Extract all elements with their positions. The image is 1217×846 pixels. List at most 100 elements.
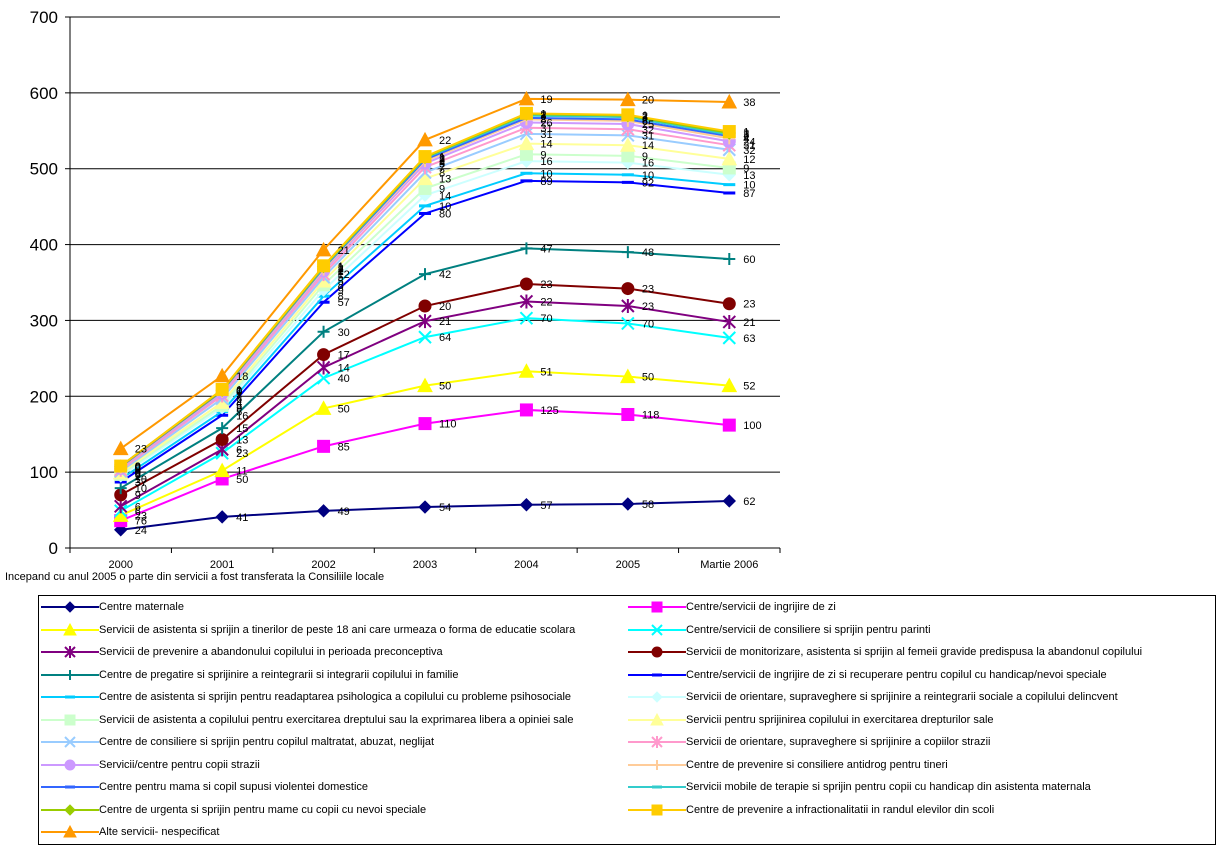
data-label: 2 bbox=[439, 155, 445, 167]
data-label: 1 bbox=[338, 262, 344, 274]
data-label: 26 bbox=[540, 117, 552, 129]
data-label: 8 bbox=[540, 114, 546, 126]
data-point bbox=[417, 377, 433, 393]
legend-entry: Centre pentru mama si copil supusi viole… bbox=[41, 779, 368, 795]
data-label: 60 bbox=[743, 254, 755, 266]
data-label: 23 bbox=[135, 510, 147, 522]
data-point bbox=[520, 179, 533, 183]
data-point bbox=[721, 377, 738, 393]
data-point bbox=[114, 459, 128, 473]
y-tick-label: 300 bbox=[30, 311, 58, 330]
data-point bbox=[519, 311, 534, 325]
data-label: 3 bbox=[743, 130, 749, 142]
data-label: 24 bbox=[743, 136, 755, 148]
legend-swatch bbox=[41, 759, 99, 770]
series-0 bbox=[114, 494, 736, 537]
legend-swatch bbox=[628, 785, 686, 789]
data-label: 54 bbox=[439, 502, 451, 514]
y-tick-label: 700 bbox=[30, 8, 58, 27]
data-point bbox=[418, 500, 432, 514]
x-tick-label: 2002 bbox=[311, 559, 335, 571]
data-label: 6 bbox=[236, 394, 242, 406]
data-point bbox=[215, 510, 229, 524]
data-point bbox=[216, 413, 229, 417]
data-label: 2 bbox=[338, 263, 344, 275]
data-point bbox=[651, 736, 663, 748]
data-point bbox=[418, 150, 432, 164]
data-label: 85 bbox=[338, 441, 350, 453]
data-label: 8 bbox=[338, 291, 344, 303]
data-label: 6 bbox=[642, 116, 648, 128]
legend-entry: Centre/servicii de ingrijire de zi si re… bbox=[628, 667, 1107, 683]
y-tick-label: 100 bbox=[30, 463, 58, 482]
data-point bbox=[64, 803, 76, 816]
legend-label: Centre maternale bbox=[99, 601, 184, 613]
data-point bbox=[214, 367, 230, 383]
x-tick-label: 2004 bbox=[514, 559, 538, 571]
legend-swatch bbox=[628, 673, 686, 676]
data-label: 1 bbox=[439, 152, 445, 164]
data-label: 14 bbox=[439, 190, 451, 202]
data-label: 2 bbox=[135, 471, 141, 483]
legend-label: Servicii de orientare, supraveghere si s… bbox=[686, 691, 1118, 703]
data-label: 0 bbox=[236, 387, 242, 399]
data-label: 10 bbox=[135, 474, 147, 486]
data-label: 20 bbox=[642, 95, 654, 107]
data-point bbox=[519, 106, 533, 120]
data-point bbox=[419, 204, 431, 208]
data-point bbox=[418, 330, 432, 344]
data-point bbox=[721, 93, 738, 109]
data-point bbox=[621, 407, 635, 421]
data-point bbox=[520, 171, 533, 175]
data-label: 31 bbox=[743, 140, 755, 152]
data-point bbox=[518, 363, 535, 378]
data-point bbox=[621, 299, 635, 314]
legend-label: Centre/servicii de consiliere si sprijin… bbox=[686, 623, 931, 636]
data-label: 5 bbox=[236, 403, 242, 415]
legend-label: Servicii de asistenta a copilului pentru… bbox=[99, 713, 574, 726]
legend-swatch bbox=[41, 714, 99, 725]
data-point bbox=[652, 673, 662, 676]
data-label: 80 bbox=[439, 208, 451, 220]
data-label: 110 bbox=[439, 419, 457, 431]
legend-entry: Alte servicii- nespecificat bbox=[41, 824, 219, 840]
data-label: 0 bbox=[135, 469, 141, 481]
data-label: 11 bbox=[236, 466, 247, 478]
y-tick-label: 400 bbox=[30, 236, 58, 255]
legend-entry: Centre de urgenta si sprijin pentru mame… bbox=[41, 802, 426, 818]
legend-swatch bbox=[41, 669, 99, 680]
data-point bbox=[519, 403, 533, 417]
data-point bbox=[722, 418, 736, 432]
legend-label: Centre de asistenta si sprijin pentru re… bbox=[99, 691, 572, 703]
legend-entry: Servicii de prevenire a abandonului copi… bbox=[41, 644, 443, 660]
legend-swatch bbox=[628, 712, 686, 725]
data-label: 0 bbox=[135, 462, 141, 474]
legend-label: Servicii de asistenta si sprijin a tiner… bbox=[99, 623, 576, 636]
data-label: 31 bbox=[540, 123, 552, 135]
data-label: 9 bbox=[135, 490, 141, 502]
data-point bbox=[518, 90, 535, 106]
data-label: 4 bbox=[236, 397, 242, 409]
data-point bbox=[520, 242, 533, 255]
data-point bbox=[721, 150, 738, 166]
data-point bbox=[620, 368, 636, 384]
data-point bbox=[315, 241, 332, 257]
data-point bbox=[650, 712, 664, 725]
data-label: 30 bbox=[338, 327, 350, 339]
data-point bbox=[215, 433, 229, 447]
data-label: 57 bbox=[540, 500, 552, 512]
data-point bbox=[317, 325, 330, 338]
series-4 bbox=[114, 294, 736, 514]
legend-entry: Servicii/centre pentru copii strazii bbox=[41, 757, 260, 773]
legend-swatch bbox=[41, 736, 99, 748]
data-label: 47 bbox=[540, 243, 552, 255]
legend-entry: Centre de consiliere si sprijin pentru c… bbox=[41, 734, 434, 750]
data-label: 14 bbox=[642, 140, 654, 152]
legend-label: Servicii de prevenire a abandonului copi… bbox=[99, 646, 443, 658]
data-point bbox=[621, 180, 634, 184]
data-label: 13 bbox=[439, 174, 451, 186]
y-tick-label: 200 bbox=[30, 387, 58, 406]
series-5 bbox=[114, 277, 736, 502]
data-point bbox=[418, 417, 432, 431]
